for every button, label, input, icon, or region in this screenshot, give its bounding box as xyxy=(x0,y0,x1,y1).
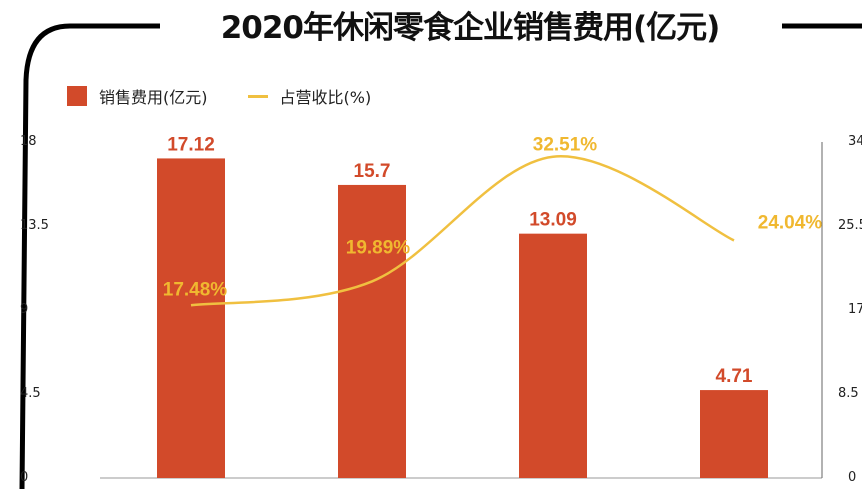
y2-tick-label: 25.5 xyxy=(838,218,862,233)
legend-line-label: 占营收比(%) xyxy=(279,88,372,107)
line-data-label: 17.48% xyxy=(163,279,228,300)
line-data-label: 24.04% xyxy=(758,212,823,233)
y-tick-label: 0 xyxy=(20,470,29,485)
legend-bar-label: 销售费用(亿元) xyxy=(99,88,208,107)
y-tick-label: 9 xyxy=(20,302,29,317)
legend: 销售费用(亿元) 占营收比(%) xyxy=(67,84,371,108)
legend-line-swatch xyxy=(247,94,268,98)
y2-tick-label: 8.5 xyxy=(838,386,859,401)
bar-data-label: 4.71 xyxy=(716,366,753,387)
chart-title: 2020年休闲零食企业销售费用(亿元) xyxy=(220,10,721,46)
line-series xyxy=(190,155,735,307)
y-tick-label: 13.5 xyxy=(20,218,49,233)
bar xyxy=(519,233,587,478)
line-data-label: 32.51% xyxy=(533,135,598,156)
y-tick-label: 18 xyxy=(20,134,37,149)
bar xyxy=(338,184,406,478)
bar-data-label: 13.09 xyxy=(529,210,577,231)
bar-data-label: 17.12 xyxy=(167,134,215,155)
bar xyxy=(700,390,768,478)
y-tick-label: 4.5 xyxy=(20,386,41,401)
bar xyxy=(157,158,225,478)
line-data-label: 19.89% xyxy=(346,237,411,258)
bar-data-label: 15.7 xyxy=(354,161,391,182)
y2-tick-label: 17 xyxy=(848,302,862,317)
legend-bar-swatch xyxy=(67,86,87,106)
y2-tick-label: 0 xyxy=(848,470,857,485)
y2-tick-label: 34 xyxy=(848,134,862,149)
